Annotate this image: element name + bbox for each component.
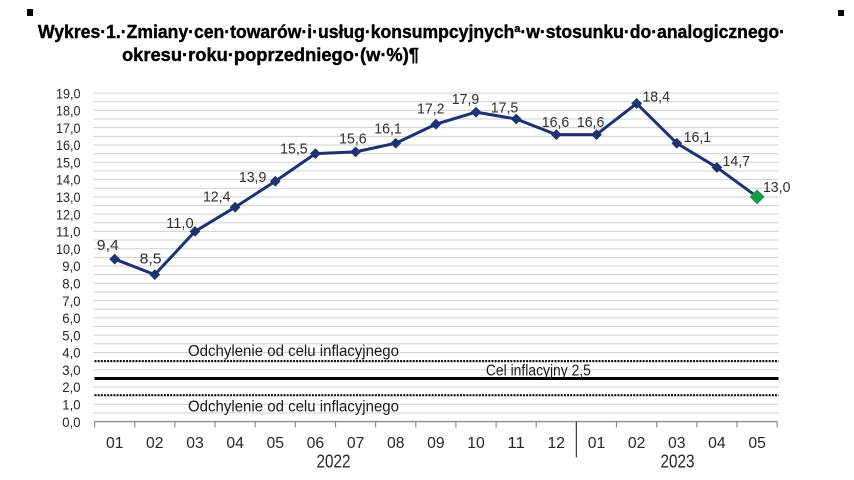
svg-text:05: 05 <box>748 435 766 452</box>
svg-text:11: 11 <box>507 435 525 452</box>
svg-text:6,0: 6,0 <box>62 310 80 326</box>
svg-text:04: 04 <box>708 435 726 452</box>
svg-text:16,0: 16,0 <box>56 137 81 153</box>
svg-text:13,0: 13,0 <box>56 189 81 205</box>
svg-text:14,0: 14,0 <box>56 172 81 188</box>
svg-text:10,0: 10,0 <box>56 241 81 257</box>
svg-text:16,1: 16,1 <box>374 121 402 138</box>
svg-text:15,5: 15,5 <box>280 140 308 157</box>
svg-text:12: 12 <box>548 435 566 452</box>
svg-text:15,6: 15,6 <box>339 130 367 147</box>
svg-text:2022: 2022 <box>317 452 351 472</box>
svg-text:0,0: 0,0 <box>62 414 80 430</box>
svg-text:Odchylenie od celu inflacyjneg: Odchylenie od celu inflacyjnego <box>188 399 399 416</box>
svg-text:17,9: 17,9 <box>452 91 480 108</box>
svg-text:01: 01 <box>588 435 606 452</box>
svg-text:14,7: 14,7 <box>723 153 751 170</box>
svg-text:9,4: 9,4 <box>97 237 119 254</box>
svg-text:Odchylenie od celu inflacyjneg: Odchylenie od celu inflacyjnego <box>188 343 399 360</box>
svg-text:12,0: 12,0 <box>56 206 81 222</box>
svg-text:11,0: 11,0 <box>166 215 194 232</box>
svg-text:06: 06 <box>307 435 325 452</box>
svg-text:9,0: 9,0 <box>62 258 80 274</box>
svg-text:8,0: 8,0 <box>62 275 80 291</box>
svg-text:13,0: 13,0 <box>763 179 791 196</box>
svg-text:03: 03 <box>668 435 686 452</box>
svg-text:02: 02 <box>146 435 164 452</box>
svg-text:13,9: 13,9 <box>239 169 267 186</box>
svg-text:5,0: 5,0 <box>62 327 80 343</box>
svg-text:01: 01 <box>106 435 124 452</box>
svg-text:19,0: 19,0 <box>56 85 81 101</box>
svg-text:10: 10 <box>467 435 485 452</box>
svg-text:8,5: 8,5 <box>140 251 162 268</box>
svg-text:03: 03 <box>186 435 204 452</box>
svg-text:07: 07 <box>347 435 365 452</box>
svg-text:11,0: 11,0 <box>56 224 81 240</box>
svg-text:4,0: 4,0 <box>62 345 80 361</box>
svg-text:2023: 2023 <box>661 452 695 472</box>
svg-text:18,4: 18,4 <box>642 89 670 106</box>
svg-text:3,0: 3,0 <box>62 362 80 378</box>
svg-text:1,0: 1,0 <box>62 397 80 413</box>
svg-text:09: 09 <box>427 435 445 452</box>
svg-text:Cel inflacyjny 2,5: Cel inflacyjny 2,5 <box>486 363 591 380</box>
svg-text:16,6: 16,6 <box>542 114 570 131</box>
svg-text:15,0: 15,0 <box>56 154 81 170</box>
svg-text:16,1: 16,1 <box>684 129 712 146</box>
svg-text:02: 02 <box>628 435 646 452</box>
svg-text:04: 04 <box>226 435 244 452</box>
svg-text:05: 05 <box>267 435 285 452</box>
svg-text:16,6: 16,6 <box>577 114 605 131</box>
svg-text:7,0: 7,0 <box>62 293 80 309</box>
svg-text:Wykres·1.·Zmiany·cen·towarów·i: Wykres·1.·Zmiany·cen·towarów·i·usług·kon… <box>38 22 785 42</box>
svg-text:okresu·roku·poprzedniego·(w·%): okresu·roku·poprzedniego·(w·%)¶ <box>122 45 419 65</box>
svg-text:17,2: 17,2 <box>417 101 445 118</box>
svg-text:17,0: 17,0 <box>56 120 81 136</box>
svg-text:18,0: 18,0 <box>56 103 81 119</box>
svg-text:17,5: 17,5 <box>491 100 519 117</box>
svg-text:08: 08 <box>387 435 405 452</box>
svg-text:2,0: 2,0 <box>62 379 80 395</box>
svg-text:12,4: 12,4 <box>203 188 231 205</box>
